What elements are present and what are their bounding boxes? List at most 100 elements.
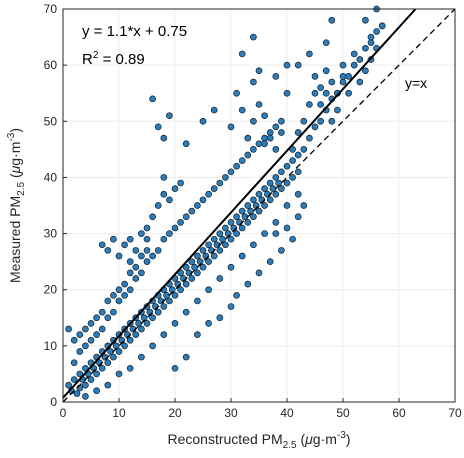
- data-point: [233, 162, 240, 170]
- data-point: [261, 140, 268, 148]
- data-point: [199, 117, 207, 125]
- data-point: [283, 179, 291, 187]
- data-point: [294, 129, 302, 136]
- x-tick-label: 40: [280, 406, 294, 420]
- data-point: [93, 314, 100, 322]
- data-point: [154, 308, 162, 316]
- data-point: [238, 50, 246, 58]
- data-point: [272, 146, 280, 153]
- data-point: [317, 101, 324, 108]
- data-point: [138, 230, 145, 237]
- data-point: [227, 123, 235, 131]
- data-point: [219, 235, 226, 243]
- data-point: [166, 297, 173, 305]
- ylabel-mu: μ: [7, 165, 23, 174]
- data-point: [322, 39, 330, 47]
- x-tick-label: 60: [392, 406, 406, 420]
- data-point: [65, 381, 72, 389]
- data-point: [93, 331, 100, 338]
- data-point: [261, 134, 268, 142]
- data-point: [70, 359, 78, 367]
- data-point: [233, 230, 240, 237]
- r2-label: R2 = 0.89: [82, 50, 145, 68]
- data-point: [247, 207, 254, 215]
- data-point: [238, 207, 246, 215]
- data-point: [191, 263, 198, 271]
- data-point: [367, 39, 375, 47]
- data-point: [171, 185, 179, 193]
- data-point: [93, 387, 100, 395]
- data-point: [104, 359, 112, 367]
- data-point: [121, 280, 128, 288]
- data-point: [311, 123, 319, 131]
- data-point: [317, 84, 324, 91]
- data-point: [132, 263, 140, 271]
- r2-sup: 2: [93, 50, 99, 61]
- data-point: [339, 73, 347, 80]
- data-point: [70, 336, 78, 344]
- data-point: [132, 331, 140, 338]
- data-point: [294, 213, 302, 221]
- data-point: [171, 364, 179, 372]
- data-point: [149, 342, 156, 350]
- data-point: [87, 376, 95, 383]
- data-point: [244, 202, 252, 209]
- data-point: [104, 314, 112, 322]
- data-point: [171, 320, 179, 327]
- data-point: [367, 33, 375, 41]
- data-point: [65, 325, 72, 333]
- data-point: [300, 117, 308, 125]
- y-tick-label: 10: [44, 339, 58, 353]
- data-point: [238, 224, 246, 232]
- y-tick-label: 30: [44, 227, 58, 241]
- data-point: [171, 291, 179, 299]
- data-point: [149, 95, 156, 103]
- y-tick-label: 40: [44, 170, 58, 184]
- data-point: [227, 168, 235, 176]
- data-point: [278, 117, 285, 125]
- data-point: [126, 269, 134, 277]
- data-point: [345, 89, 352, 97]
- data-point: [160, 134, 168, 142]
- x-tick-label: 50: [336, 406, 350, 420]
- data-point: [160, 174, 168, 181]
- data-point: [250, 196, 257, 204]
- data-point: [250, 33, 257, 41]
- data-point: [182, 280, 190, 288]
- data-point: [115, 252, 123, 260]
- data-point: [266, 196, 274, 204]
- data-point: [177, 286, 184, 294]
- plot-frame: [62, 8, 456, 403]
- xlabel-close: ): [346, 431, 351, 447]
- x-tick-label: 0: [60, 406, 67, 420]
- data-point: [82, 381, 89, 389]
- data-point: [138, 269, 145, 277]
- data-point: [255, 101, 263, 108]
- data-point: [154, 247, 162, 254]
- data-point: [356, 78, 364, 86]
- data-point: [328, 16, 336, 24]
- ylabel-open: (: [7, 173, 23, 182]
- data-point: [98, 308, 106, 316]
- data-point: [149, 213, 156, 221]
- data-point: [362, 44, 369, 52]
- data-point: [272, 73, 280, 80]
- data-point: [98, 364, 106, 372]
- data-point: [378, 22, 386, 30]
- data-point: [210, 106, 218, 114]
- data-point: [266, 129, 274, 136]
- data-point: [283, 89, 291, 97]
- data-point: [244, 218, 252, 226]
- data-point: [70, 376, 78, 383]
- y-tick-label: 50: [44, 114, 58, 128]
- data-point: [110, 235, 117, 243]
- data-point: [199, 263, 207, 271]
- data-point: [154, 202, 162, 209]
- data-point: [138, 353, 145, 361]
- data-point: [182, 140, 190, 148]
- data-point: [110, 353, 117, 361]
- data-point: [261, 202, 268, 209]
- data-point: [350, 50, 358, 58]
- fit-equation-label: y = 1.1*x + 0.75: [82, 23, 187, 40]
